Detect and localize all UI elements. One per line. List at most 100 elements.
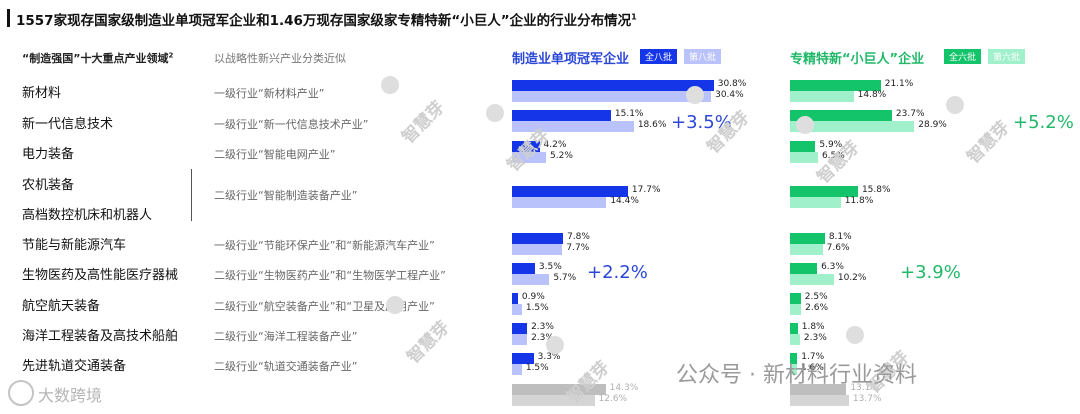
header-focus-industries: “制造强国”十大重点产业领域2 — [22, 51, 174, 65]
data-label: 1.6% — [800, 363, 824, 373]
group-bracket-line — [191, 169, 192, 221]
watermark-text: 智慧芽 — [813, 137, 864, 188]
bar-all-batches — [790, 141, 816, 152]
watermark-logo-icon — [546, 336, 564, 354]
data-label: 15.1% — [614, 109, 644, 119]
data-label: 21.1% — [884, 79, 914, 89]
bar-latest-batch — [512, 395, 595, 406]
section-title-champions: 制造业单项冠军企业 — [512, 52, 630, 67]
watermark-logo-icon — [946, 96, 964, 114]
row-category: 二级行业“智能制造装备产业” — [214, 189, 358, 202]
bar-latest-batch — [790, 334, 800, 345]
chart-title: 1557家现存国家级制造业单项冠军企业和1.46万现存国家级家专精特新“小巨人”… — [16, 12, 637, 30]
data-label: 12.6% — [598, 394, 628, 404]
bar-all-batches — [512, 141, 540, 152]
data-label: 8.1% — [828, 232, 852, 242]
change-annotation: +5.2% — [1013, 112, 1074, 133]
bar-all-batches — [790, 263, 818, 274]
row-name: 海洋工程装备及高技术船舶 — [22, 329, 179, 344]
title-accent-bar — [7, 9, 10, 27]
watermark-logo-icon — [381, 76, 399, 94]
data-label: 2.3% — [531, 322, 554, 332]
row-category: 一级行业“节能环保产业”和“新能源汽车产业” — [214, 239, 435, 252]
change-annotation: +2.2% — [587, 262, 648, 283]
data-label: 17.7% — [631, 185, 661, 195]
data-label: 0.9% — [521, 292, 545, 302]
data-label: 23.7% — [895, 109, 925, 119]
bar-all-batches — [790, 353, 798, 364]
bar-all-batches — [790, 233, 825, 244]
bar-latest-batch — [512, 364, 522, 375]
data-label: 14.8% — [857, 90, 887, 100]
bar-latest-batch — [790, 244, 823, 255]
bar-latest-batch — [512, 274, 550, 285]
bar-latest-batch — [790, 395, 849, 406]
bar-all-batches — [512, 186, 628, 197]
bar-all-batches — [790, 110, 892, 121]
row-name: 新材料 — [22, 86, 62, 101]
data-label: 2.6% — [805, 303, 829, 313]
bar-latest-batch — [790, 304, 802, 315]
bar-all-batches — [512, 384, 606, 395]
row-category: 二级行业“生物医药产业”和“生物医学工程产业” — [214, 269, 446, 282]
row-name: 农机装备 — [22, 178, 75, 193]
watermark-logo-icon — [386, 296, 404, 314]
watermark-logo-icon — [486, 104, 504, 122]
data-label: 30.4% — [715, 90, 744, 100]
data-label: 5.7% — [553, 273, 577, 283]
bar-latest-batch — [790, 364, 797, 375]
data-label: 18.6% — [637, 120, 667, 130]
bar-latest-batch — [512, 244, 563, 255]
data-label: 11.8% — [844, 196, 874, 206]
data-label: 1.5% — [525, 363, 549, 373]
bar-all-batches — [790, 293, 801, 304]
data-label: 3.3% — [537, 352, 561, 362]
row-category: 二级行业“海洋工程装备产业” — [214, 330, 358, 343]
bar-all-batches — [790, 80, 881, 91]
watermark-logo-icon — [686, 86, 704, 104]
watermark-logo-icon — [846, 326, 864, 344]
bar-latest-batch — [512, 121, 634, 132]
data-label: 14.4% — [610, 196, 639, 206]
data-label: 7.7% — [566, 243, 590, 253]
bar-latest-batch — [512, 334, 528, 345]
watermark-text: 智慧芽 — [403, 317, 454, 368]
data-label: 28.9% — [918, 120, 947, 130]
data-label: 15.8% — [861, 185, 891, 195]
data-label: 1.5% — [525, 303, 549, 313]
bar-latest-batch — [512, 197, 607, 208]
watermark-logo-icon — [796, 116, 814, 134]
row-category: 二级行业“智能电网产业” — [214, 148, 336, 161]
data-label: 30.8% — [717, 79, 747, 89]
bar-all-batches — [512, 80, 714, 91]
row-name: 先进轨道交通装备 — [22, 359, 127, 374]
footer-source-label: 大数跨境 — [38, 386, 103, 405]
data-label: 10.2% — [837, 273, 867, 283]
bar-latest-batch — [790, 152, 818, 163]
row-name: 节能与新能源汽车 — [22, 238, 127, 253]
bar-all-batches — [512, 110, 611, 121]
change-annotation: +3.9% — [900, 262, 961, 283]
legend-all-batches-giants: 全六批 — [944, 49, 982, 64]
legend-latest-batch-giants: 第六批 — [988, 49, 1026, 64]
data-label: 1.8% — [801, 322, 825, 332]
bar-latest-batch — [512, 304, 522, 315]
data-label: 5.9% — [819, 140, 843, 150]
data-label: 2.3% — [531, 333, 554, 343]
row-category: 二级行业“航空装备产业”和“卫星及应用产业” — [214, 300, 435, 313]
bar-all-batches — [790, 384, 847, 395]
header-strategic-classification: 以战略性新兴产业分类近似 — [214, 52, 346, 65]
data-label: 4.2% — [543, 140, 567, 150]
bar-all-batches — [512, 293, 518, 304]
bar-latest-batch — [790, 197, 841, 208]
bar-latest-batch — [512, 152, 547, 163]
row-category: 一级行业“新一代信息技术产业” — [214, 118, 369, 131]
data-label: 1.7% — [801, 352, 825, 362]
footer-wechat-account: 公众号 · 新材料行业资料 — [676, 363, 917, 388]
row-category: 一级行业“新材料产业” — [214, 87, 325, 100]
row-name: 电力装备 — [22, 147, 75, 162]
row-name: 新一代信息技术 — [22, 117, 114, 132]
bar-latest-batch — [790, 121, 915, 132]
bar-latest-batch — [512, 91, 712, 102]
bar-all-batches — [790, 323, 798, 334]
